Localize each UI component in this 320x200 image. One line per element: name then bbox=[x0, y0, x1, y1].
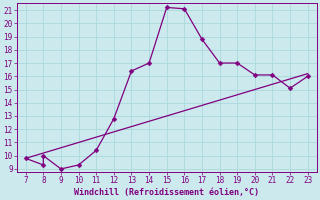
X-axis label: Windchill (Refroidissement éolien,°C): Windchill (Refroidissement éolien,°C) bbox=[74, 188, 259, 197]
